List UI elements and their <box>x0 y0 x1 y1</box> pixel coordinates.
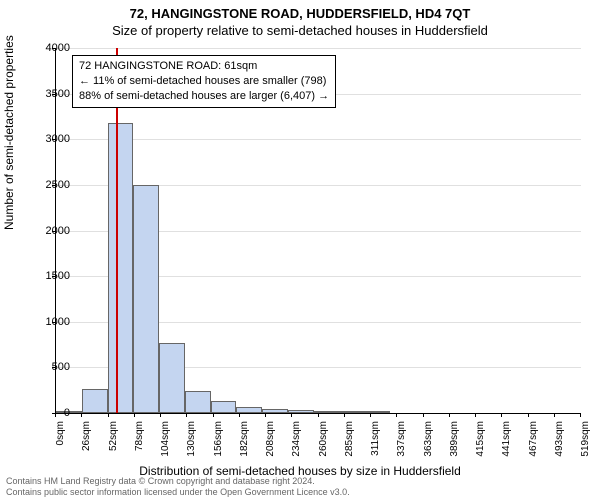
xtick-label: 130sqm <box>186 421 197 466</box>
xtick-mark <box>344 413 345 417</box>
xtick-label: 234sqm <box>291 421 302 466</box>
xtick-label: 156sqm <box>213 421 224 466</box>
ytick-label: 0 <box>30 407 70 419</box>
xtick-label: 78sqm <box>134 421 145 466</box>
y-axis-label: Number of semi-detached properties <box>2 35 16 230</box>
gridline <box>56 48 581 49</box>
annotation-box: 72 HANGINGSTONE ROAD: 61sqm ← 11% of sem… <box>72 55 336 108</box>
xtick-mark <box>213 413 214 417</box>
xtick-mark <box>370 413 371 417</box>
histogram-bar <box>338 411 364 413</box>
xtick-mark <box>396 413 397 417</box>
xtick-mark <box>186 413 187 417</box>
xtick-mark <box>239 413 240 417</box>
xtick-label: 415sqm <box>475 421 486 466</box>
xtick-label: 311sqm <box>370 421 381 466</box>
histogram-bar <box>236 407 262 413</box>
ytick-label: 3000 <box>30 133 70 145</box>
xtick-label: 182sqm <box>239 421 250 466</box>
xtick-mark <box>580 413 581 417</box>
xtick-label: 337sqm <box>396 421 407 466</box>
xtick-label: 260sqm <box>318 421 329 466</box>
xtick-mark <box>423 413 424 417</box>
xtick-mark <box>318 413 319 417</box>
ytick-label: 1000 <box>30 316 70 328</box>
xtick-mark <box>81 413 82 417</box>
footer-line: Contains HM Land Registry data © Crown c… <box>6 476 315 486</box>
xtick-mark <box>265 413 266 417</box>
xtick-label: 208sqm <box>265 421 276 466</box>
xtick-label: 363sqm <box>423 421 434 466</box>
footer-line: Contains public sector information licen… <box>6 487 350 497</box>
histogram-bar <box>364 411 390 413</box>
xtick-mark <box>501 413 502 417</box>
ytick-label: 3500 <box>30 88 70 100</box>
chart-subtitle: Size of property relative to semi-detach… <box>0 21 600 38</box>
xtick-mark <box>554 413 555 417</box>
xtick-label: 389sqm <box>449 421 460 466</box>
xtick-label: 26sqm <box>81 421 92 466</box>
histogram-bar <box>108 123 134 413</box>
xtick-label: 467sqm <box>528 421 539 466</box>
histogram-bar <box>211 401 237 413</box>
xtick-mark <box>55 413 56 417</box>
xtick-label: 493sqm <box>554 421 565 466</box>
ytick-label: 1500 <box>30 270 70 282</box>
xtick-mark <box>291 413 292 417</box>
chart-title: 72, HANGINGSTONE ROAD, HUDDERSFIELD, HD4… <box>0 0 600 21</box>
chart-container: 72, HANGINGSTONE ROAD, HUDDERSFIELD, HD4… <box>0 0 600 500</box>
xtick-mark <box>528 413 529 417</box>
xtick-mark <box>475 413 476 417</box>
xtick-label: 519sqm <box>580 421 591 466</box>
histogram-bar <box>133 185 159 413</box>
xtick-mark <box>108 413 109 417</box>
ytick-label: 500 <box>30 361 70 373</box>
annotation-line: 72 HANGINGSTONE ROAD: 61sqm <box>79 59 329 74</box>
footer-text: Contains HM Land Registry data © Crown c… <box>0 474 600 500</box>
xtick-label: 441sqm <box>501 421 512 466</box>
xtick-label: 52sqm <box>108 421 119 466</box>
xtick-mark <box>160 413 161 417</box>
xtick-label: 104sqm <box>160 421 171 466</box>
xtick-mark <box>134 413 135 417</box>
xtick-mark <box>449 413 450 417</box>
xtick-label: 0sqm <box>55 421 66 466</box>
xtick-label: 285sqm <box>344 421 355 466</box>
ytick-label: 2000 <box>30 225 70 237</box>
ytick-label: 2500 <box>30 179 70 191</box>
annotation-line: ← 11% of semi-detached houses are smalle… <box>79 74 329 89</box>
gridline <box>56 139 581 140</box>
histogram-bar <box>159 343 185 413</box>
ytick-label: 4000 <box>30 42 70 54</box>
histogram-bar <box>185 391 211 413</box>
histogram-bar <box>82 389 108 413</box>
annotation-line: 88% of semi-detached houses are larger (… <box>79 89 329 104</box>
